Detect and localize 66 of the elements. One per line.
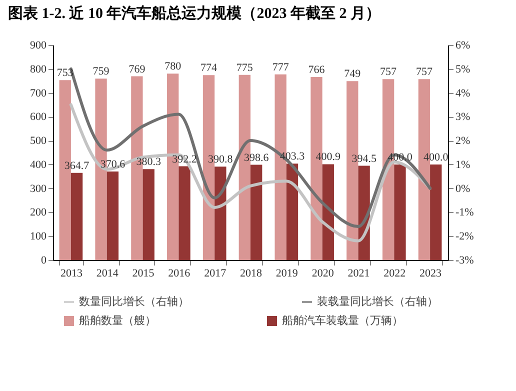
bar <box>178 166 190 260</box>
y2-tick-label: 4% <box>456 87 470 100</box>
y2-tick-label: -1% <box>456 206 474 219</box>
bar <box>142 169 154 260</box>
data-label: 370.6 <box>100 158 126 170</box>
x-tick-label: 2019 <box>276 268 298 280</box>
bar <box>430 164 442 260</box>
y-tick-label: 100 <box>30 230 47 243</box>
legend-label: 船舶数量（艘） <box>79 315 156 327</box>
y2-tick-label: 6% <box>456 40 470 52</box>
x-tick-label: 2022 <box>384 268 406 280</box>
bar <box>286 164 298 260</box>
x-tick-label: 2020 <box>312 268 334 280</box>
y2-tick-label: 0% <box>456 182 470 195</box>
data-label: 394.5 <box>352 152 377 165</box>
data-label: 769 <box>128 63 146 76</box>
data-label: 775 <box>236 62 254 74</box>
data-label: 749 <box>344 68 362 80</box>
legend-label: 数量同比增长（右轴） <box>79 295 189 308</box>
data-label: 780 <box>164 60 182 73</box>
data-label: 392.2 <box>172 153 197 166</box>
y2-tick-label: 3% <box>456 111 470 124</box>
y-tick-label: 900 <box>30 40 47 52</box>
data-label: 380.3 <box>136 156 162 168</box>
y-tick-label: 400 <box>30 158 47 171</box>
bar <box>394 164 406 260</box>
y2-tick-label: -3% <box>456 254 474 266</box>
y2-tick-label: 5% <box>456 63 470 76</box>
x-tick-label: 2014 <box>96 268 119 280</box>
bar <box>106 171 119 260</box>
data-label: 400.0 <box>424 151 449 164</box>
bar <box>322 164 334 260</box>
x-tick-label: 2021 <box>348 268 370 280</box>
x-tick-label: 2018 <box>240 268 262 280</box>
y2-tick-label: 1% <box>456 158 470 171</box>
data-label: 777 <box>272 61 290 74</box>
bar <box>214 166 226 260</box>
chart-title: 图表 1-2. 近 10 年汽车船总运力规模（2023 年截至 2 月） <box>8 4 380 22</box>
y-tick-label: 600 <box>30 111 47 124</box>
x-tick-label: 2015 <box>132 268 155 280</box>
y-tick-label: 300 <box>30 182 47 195</box>
data-label: 766 <box>308 64 326 76</box>
y-tick-label: 200 <box>30 206 47 219</box>
legend-label: 船舶汽车装载量（万辆） <box>282 314 403 327</box>
x-tick-label: 2017 <box>204 268 227 280</box>
y2-tick-label: -2% <box>456 230 474 243</box>
y-tick-label: 700 <box>30 87 47 100</box>
data-label: 400.0 <box>388 151 413 164</box>
bar <box>70 172 83 260</box>
y-tick-label: 0 <box>41 254 47 266</box>
x-tick-label: 2016 <box>168 268 191 280</box>
x-tick-label: 2013 <box>60 268 83 280</box>
legend-label: 装载量同比增长（右轴） <box>317 295 438 308</box>
bar <box>250 164 262 260</box>
y2-tick-label: 2% <box>456 135 470 148</box>
y-tick-label: 800 <box>30 63 47 76</box>
data-label: 364.7 <box>64 160 90 172</box>
x-tick-label: 2023 <box>420 268 442 280</box>
data-label: 400.9 <box>316 151 342 164</box>
y-tick-label: 500 <box>30 135 47 148</box>
data-label: 759 <box>92 66 110 78</box>
data-label: 398.6 <box>244 152 270 164</box>
data-label: 390.8 <box>208 154 234 166</box>
data-label: 774 <box>200 62 218 74</box>
data-label: 757 <box>416 66 433 78</box>
data-label: 757 <box>380 66 398 78</box>
